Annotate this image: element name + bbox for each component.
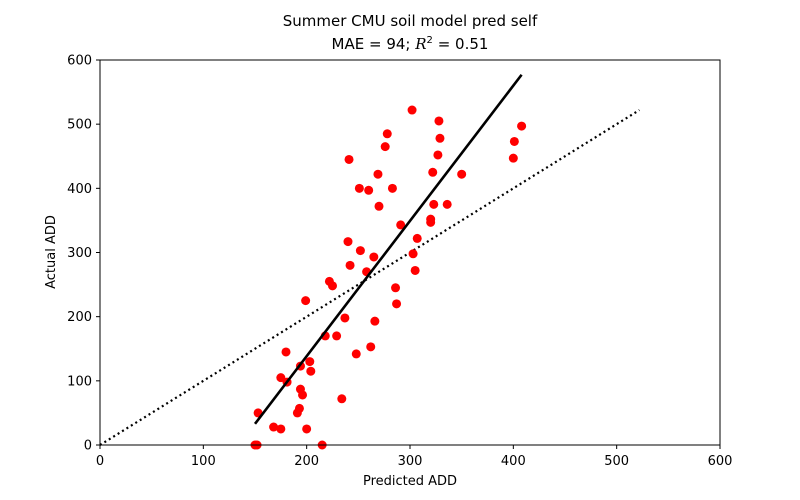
data-point <box>428 167 438 177</box>
data-point <box>435 133 445 143</box>
x-tick-label: 0 <box>96 454 104 469</box>
data-point <box>457 169 467 179</box>
x-tick-label: 400 <box>501 454 526 469</box>
lines-layer <box>99 109 640 446</box>
data-point <box>366 342 376 352</box>
data-point <box>298 390 308 400</box>
x-tick-label: 100 <box>191 454 216 469</box>
data-point <box>426 214 436 224</box>
data-point <box>276 373 286 383</box>
data-point <box>302 424 312 434</box>
data-point <box>343 237 353 247</box>
data-point <box>306 366 316 376</box>
data-point <box>410 265 420 275</box>
data-point <box>351 349 361 359</box>
data-point <box>508 153 518 163</box>
data-point <box>276 424 286 434</box>
chart-subtitle: MAE = 94; R2 = 0.51 <box>100 35 720 53</box>
data-point <box>509 136 519 146</box>
y-tick-label: 400 <box>67 182 92 197</box>
data-point <box>337 394 347 404</box>
subtitle-exp: 2 <box>426 35 433 46</box>
data-point <box>396 220 406 230</box>
y-tick-label: 0 <box>84 439 92 454</box>
fit-line <box>253 73 523 425</box>
data-point <box>407 105 417 115</box>
identity-line <box>99 109 640 446</box>
data-point <box>344 154 354 164</box>
data-point <box>434 116 444 126</box>
data-point <box>369 252 379 262</box>
data-point <box>332 331 342 341</box>
data-point <box>429 199 439 209</box>
data-point <box>340 313 350 323</box>
data-point <box>517 121 527 131</box>
data-point <box>345 260 355 270</box>
ticks-layer: 0 100 200 300 400 500 600 0 100 200 300 400 500 600 <box>67 54 732 470</box>
y-tick-label: 100 <box>67 374 92 389</box>
x-axis-label: Predicted ADD <box>363 474 457 489</box>
data-point <box>382 129 392 139</box>
data-point <box>364 185 374 195</box>
data-point <box>391 283 401 293</box>
data-point <box>301 296 311 306</box>
data-point <box>355 246 365 256</box>
y-tick-label: 600 <box>67 54 92 69</box>
data-point <box>328 281 337 291</box>
y-tick-label: 200 <box>67 310 92 325</box>
data-point <box>294 403 304 413</box>
data-point <box>380 142 390 152</box>
y-tick-label: 300 <box>67 246 92 261</box>
data-point <box>281 347 291 357</box>
chart-title: Summer CMU soil model pred self <box>282 12 538 30</box>
data-point <box>392 299 402 309</box>
subtitle-r: R <box>415 35 427 53</box>
data-point <box>370 316 380 326</box>
data-point <box>305 357 315 367</box>
x-tick-label: 300 <box>398 454 423 469</box>
data-point <box>269 422 279 432</box>
y-axis-label: Actual ADD <box>44 215 59 289</box>
subtitle-suffix: = 0.51 <box>432 35 489 53</box>
data-point <box>354 183 364 193</box>
data-point <box>412 233 422 243</box>
x-tick-label: 500 <box>604 454 629 469</box>
x-tick-label: 200 <box>294 454 319 469</box>
x-tick-label: 600 <box>708 454 733 469</box>
data-point <box>373 169 383 179</box>
data-point <box>442 199 452 209</box>
data-point <box>374 201 384 211</box>
data-point <box>387 183 397 193</box>
subtitle-prefix: MAE = 94; <box>331 35 416 53</box>
data-point <box>408 249 418 259</box>
y-tick-label: 500 <box>67 118 92 133</box>
points-layer <box>250 73 527 450</box>
data-point <box>433 150 443 160</box>
